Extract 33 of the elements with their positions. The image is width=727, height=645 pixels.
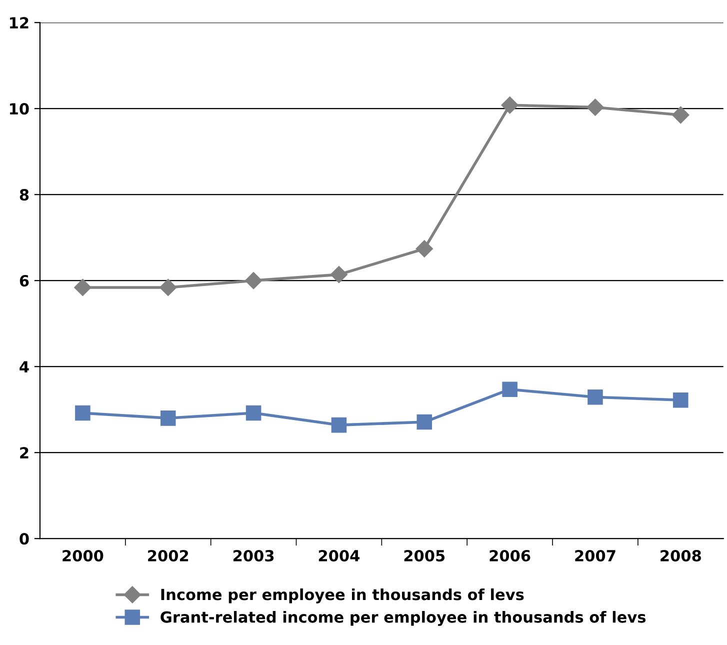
point bbox=[416, 414, 432, 430]
point bbox=[588, 389, 603, 405]
point bbox=[586, 98, 604, 116]
x-tick-label: 2000 bbox=[62, 550, 104, 562]
x-tick-label: 2007 bbox=[575, 550, 616, 562]
point bbox=[75, 405, 90, 421]
x-tick-label: 2004 bbox=[318, 550, 360, 562]
point bbox=[244, 272, 262, 290]
y-tick-label: 4 bbox=[20, 361, 29, 372]
x-tick-label: 2006 bbox=[490, 550, 530, 562]
point bbox=[330, 266, 348, 284]
x-tick-label: 2005 bbox=[404, 550, 445, 562]
point bbox=[672, 106, 690, 124]
y-tick-label: 0 bbox=[20, 533, 29, 545]
point bbox=[501, 96, 518, 114]
y-tick-label: 2 bbox=[20, 447, 28, 458]
point bbox=[673, 392, 688, 408]
x-tick-label: 2003 bbox=[233, 550, 274, 562]
point bbox=[160, 410, 176, 426]
point bbox=[502, 382, 518, 398]
y-tick-label: 8 bbox=[20, 189, 29, 201]
point bbox=[74, 278, 92, 296]
y-tick-label: 6 bbox=[20, 275, 29, 287]
point bbox=[416, 240, 433, 258]
point bbox=[331, 417, 347, 433]
legend-label: Income per employee in thousands of levs bbox=[161, 588, 524, 604]
point bbox=[246, 405, 262, 421]
point bbox=[160, 278, 177, 296]
x-tick-label: 2008 bbox=[660, 550, 701, 562]
y-tick-label: 12 bbox=[10, 17, 28, 28]
x-tick-label: 2002 bbox=[148, 550, 188, 562]
legend-label: Grant-related income per employee in thousands of levs bbox=[160, 610, 646, 626]
y-tick-label: 10 bbox=[10, 103, 29, 115]
